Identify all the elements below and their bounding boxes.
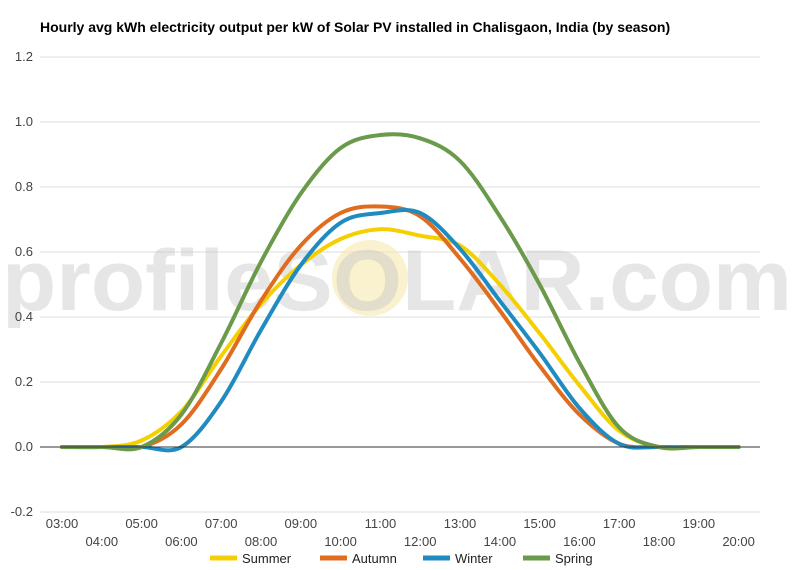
x-tick-label: 15:00	[523, 516, 556, 531]
x-tick-label: 07:00	[205, 516, 238, 531]
axis-layer: 1.2 1.0 0.8 0.6 0.4 0.2 0.0 -0.2 03:00 04:00 05:00…	[11, 49, 760, 549]
x-tick-label: 10:00	[324, 534, 357, 549]
y-tick-label: 0.0	[15, 439, 33, 454]
x-tick-label: 20:00	[722, 534, 755, 549]
x-tick-label: 05:00	[125, 516, 158, 531]
y-tick-label: 0.4	[15, 309, 33, 324]
legend-label-winter: Winter	[455, 551, 493, 566]
series-line-summer	[60, 227, 741, 451]
y-tick-label: 0.8	[15, 179, 33, 194]
x-tick-label: 18:00	[643, 534, 676, 549]
series-line-spring	[60, 132, 741, 452]
chart-title: Hourly avg kWh electricity output per kW…	[40, 19, 671, 35]
y-tick-label: 0.2	[15, 374, 33, 389]
y-tick-label: 0.6	[15, 244, 33, 259]
y-tick-label: 1.0	[15, 114, 33, 129]
legend-label-autumn: Autumn	[352, 551, 397, 566]
watermark-sun	[332, 240, 408, 316]
x-tick-label: 17:00	[603, 516, 636, 531]
x-tick-label: 04:00	[86, 534, 119, 549]
x-tick-label: 13:00	[444, 516, 477, 531]
x-tick-label: 19:00	[683, 516, 716, 531]
x-tick-label: 12:00	[404, 534, 437, 549]
x-tick-label: 16:00	[563, 534, 596, 549]
x-tick-label: 11:00	[365, 516, 397, 531]
legend-label-summer: Summer	[242, 551, 292, 566]
x-tick-label: 08:00	[245, 534, 278, 549]
legend: Summer Autumn Winter Spring	[210, 551, 593, 566]
watermark: profileSOLAR.com	[2, 233, 792, 329]
grid-layer	[40, 56, 760, 513]
y-tick-label: 1.2	[15, 49, 33, 64]
x-tick-label: 06:00	[165, 534, 198, 549]
x-tick-label: 03:00	[46, 516, 79, 531]
y-tick-label: -0.2	[11, 504, 33, 519]
x-tick-label: 14:00	[484, 534, 517, 549]
watermark-text: profileSOLAR.com	[2, 233, 792, 329]
legend-label-spring: Spring	[555, 551, 593, 566]
x-tick-label: 09:00	[285, 516, 318, 531]
